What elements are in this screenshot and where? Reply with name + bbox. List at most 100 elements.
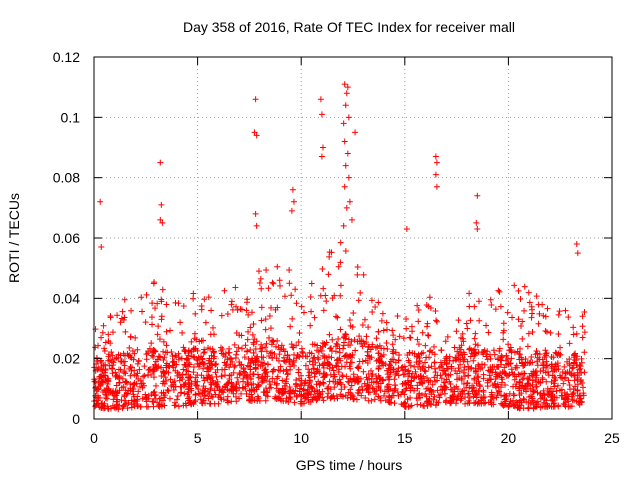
data-point — [511, 282, 518, 289]
data-point — [120, 316, 127, 323]
data-point — [409, 370, 416, 377]
data-point — [411, 363, 418, 370]
data-point — [269, 337, 276, 344]
data-point — [137, 403, 144, 410]
data-point — [490, 347, 497, 354]
data-point — [151, 392, 158, 399]
data-point — [412, 368, 419, 375]
data-point — [573, 356, 580, 363]
data-point — [214, 378, 221, 385]
data-point — [558, 386, 565, 393]
data-point — [363, 333, 370, 340]
data-point — [375, 350, 382, 357]
data-point — [565, 377, 572, 384]
data-point — [438, 363, 445, 370]
data-point — [542, 313, 549, 320]
data-point — [298, 345, 305, 352]
data-point — [354, 271, 361, 278]
data-point — [117, 352, 124, 359]
data-point — [154, 300, 161, 307]
data-point — [226, 349, 233, 356]
data-point — [488, 389, 495, 396]
data-point — [579, 334, 586, 341]
data-point — [475, 363, 482, 370]
data-point — [470, 357, 477, 364]
data-point — [528, 314, 535, 321]
data-point — [350, 396, 357, 403]
data-point — [156, 336, 163, 343]
data-point — [130, 356, 137, 363]
data-point — [287, 366, 294, 373]
data-point — [328, 249, 335, 256]
data-point — [368, 354, 375, 361]
data-point — [169, 352, 176, 359]
data-point — [181, 381, 188, 388]
data-point — [345, 378, 352, 385]
data-point — [549, 388, 556, 395]
data-point — [537, 395, 544, 402]
data-point — [503, 357, 510, 364]
data-point — [194, 357, 201, 364]
data-point — [361, 380, 368, 387]
data-point — [581, 329, 588, 336]
data-point — [255, 383, 262, 390]
data-point — [190, 346, 197, 353]
data-point — [218, 373, 225, 380]
data-point — [222, 362, 229, 369]
data-point — [121, 362, 128, 369]
data-point — [505, 341, 512, 348]
data-point — [161, 354, 168, 361]
data-point — [247, 324, 254, 331]
data-point — [444, 333, 451, 340]
data-point-outlier — [341, 138, 348, 145]
data-point — [408, 402, 415, 409]
data-point — [265, 285, 272, 292]
data-point — [499, 401, 506, 408]
data-point — [365, 389, 372, 396]
data-point — [352, 347, 359, 354]
data-point — [523, 398, 530, 405]
data-point — [248, 375, 255, 382]
data-point — [333, 313, 340, 320]
data-point — [433, 317, 440, 324]
x-tick-label: 0 — [90, 430, 98, 446]
data-point — [114, 312, 121, 319]
data-point — [337, 292, 344, 299]
data-point-outlier — [344, 84, 351, 91]
data-point — [334, 356, 341, 363]
data-point — [281, 348, 288, 355]
data-point — [475, 349, 482, 356]
data-point — [447, 400, 454, 407]
data-point — [272, 395, 279, 402]
data-point — [337, 282, 344, 289]
data-point — [387, 366, 394, 373]
data-point — [465, 372, 472, 379]
data-point-outlier — [342, 162, 349, 169]
data-point — [337, 259, 344, 266]
data-point — [378, 359, 385, 366]
data-point — [341, 384, 348, 391]
data-point — [350, 310, 357, 317]
data-point — [515, 385, 522, 392]
data-point — [483, 353, 490, 360]
data-point — [471, 335, 478, 342]
data-point — [376, 342, 383, 349]
data-point — [492, 369, 499, 376]
data-point — [303, 394, 310, 401]
data-point — [526, 374, 533, 381]
data-point — [301, 387, 308, 394]
data-point — [237, 306, 244, 313]
data-point — [135, 375, 142, 382]
data-point — [492, 381, 499, 388]
data-point — [130, 400, 137, 407]
data-point — [323, 298, 330, 305]
data-point — [125, 352, 132, 359]
data-point — [122, 397, 129, 404]
data-point-outlier — [340, 222, 347, 229]
data-point — [224, 380, 231, 387]
data-point — [254, 393, 261, 400]
data-point — [175, 403, 182, 410]
data-point-outlier — [252, 210, 259, 217]
data-point — [443, 355, 450, 362]
data-point — [406, 334, 413, 341]
